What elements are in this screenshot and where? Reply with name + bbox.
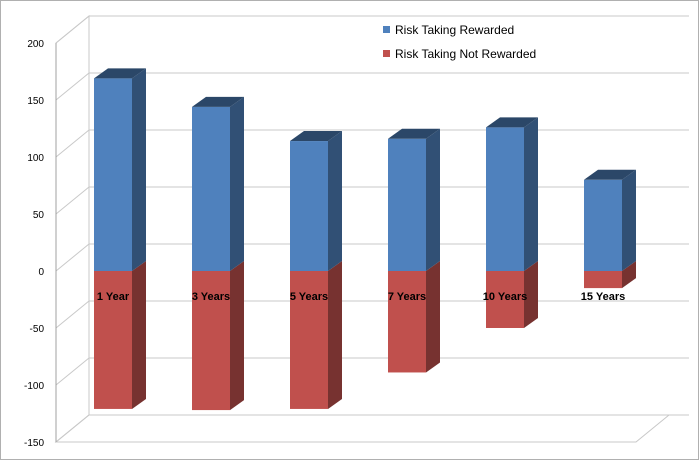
bar-side <box>230 96 244 271</box>
bar-side <box>524 117 538 271</box>
bar-front <box>486 127 524 271</box>
bar <box>290 261 342 409</box>
bar-front <box>486 271 524 328</box>
gridline <box>55 129 689 158</box>
y-tick-label: -50 <box>30 324 45 335</box>
bar-front <box>290 141 328 271</box>
chart-walls <box>54 14 671 444</box>
x-tick-label: 15 Years <box>581 291 625 303</box>
x-axis: 1 Year 3 Years 5 Years 7 Years 10 Years 15 Ye… <box>97 291 625 303</box>
bar-top <box>584 169 636 180</box>
side-wall <box>55 14 90 444</box>
y-tick-label: -100 <box>24 381 44 392</box>
bar-front <box>94 271 132 409</box>
floor <box>54 414 671 443</box>
bar-front <box>388 138 426 271</box>
bar <box>192 96 244 271</box>
y-tick-label: 150 <box>27 96 44 107</box>
bar <box>486 117 538 271</box>
bar <box>584 261 636 289</box>
bar-front <box>94 78 132 271</box>
x-tick-label: 1 Year <box>97 291 130 303</box>
bar-top <box>388 128 440 139</box>
bar <box>192 261 244 411</box>
y-axis: 200 150 100 50 0 -50 -100 -150 <box>24 39 57 449</box>
gridline <box>55 300 689 329</box>
bar <box>94 261 146 409</box>
bar-front <box>192 106 230 271</box>
x-tick-label: 7 Years <box>388 291 426 303</box>
legend: Risk Taking Rewarded Risk Taking Not Rewa… <box>383 23 536 61</box>
bar-front <box>388 271 426 373</box>
y-tick-label: 200 <box>27 39 44 50</box>
bar-side <box>230 261 244 411</box>
y-tick-label: 0 <box>38 267 44 278</box>
bar-front <box>584 271 622 289</box>
bar <box>486 261 538 328</box>
bar-front <box>290 271 328 409</box>
legend-label: Risk Taking Not Rewarded <box>395 47 536 61</box>
bar-top <box>290 131 342 142</box>
bar-top <box>94 68 146 79</box>
bar-side <box>132 68 146 271</box>
gridline <box>55 357 689 386</box>
bar-top <box>486 117 538 128</box>
gridline <box>55 414 689 443</box>
bar-side <box>132 261 146 409</box>
bar-top <box>192 96 244 107</box>
bars <box>94 68 636 411</box>
legend-swatch <box>383 50 390 57</box>
legend-swatch <box>383 26 390 33</box>
bar-side <box>622 169 636 271</box>
gridlines <box>55 15 689 443</box>
gridline <box>55 15 689 44</box>
y-tick-label: 50 <box>33 210 45 221</box>
bar <box>388 261 440 373</box>
bar <box>388 128 440 271</box>
gridline <box>55 72 689 101</box>
x-tick-label: 10 Years <box>483 291 527 303</box>
bar-side <box>426 128 440 271</box>
x-tick-label: 3 Years <box>192 291 230 303</box>
bar-side <box>426 261 440 373</box>
y-tick-label: 100 <box>27 153 44 164</box>
bar <box>290 131 342 271</box>
bar <box>584 169 636 271</box>
bar-side <box>524 261 538 328</box>
bar-side <box>328 261 342 409</box>
bar <box>94 68 146 271</box>
bar-side <box>622 261 636 289</box>
y-tick-label: -150 <box>24 438 44 449</box>
x-tick-label: 5 Years <box>290 291 328 303</box>
bar-front <box>584 179 622 271</box>
bar-side <box>328 131 342 271</box>
bar-front <box>192 271 230 411</box>
legend-label: Risk Taking Rewarded <box>395 23 514 37</box>
